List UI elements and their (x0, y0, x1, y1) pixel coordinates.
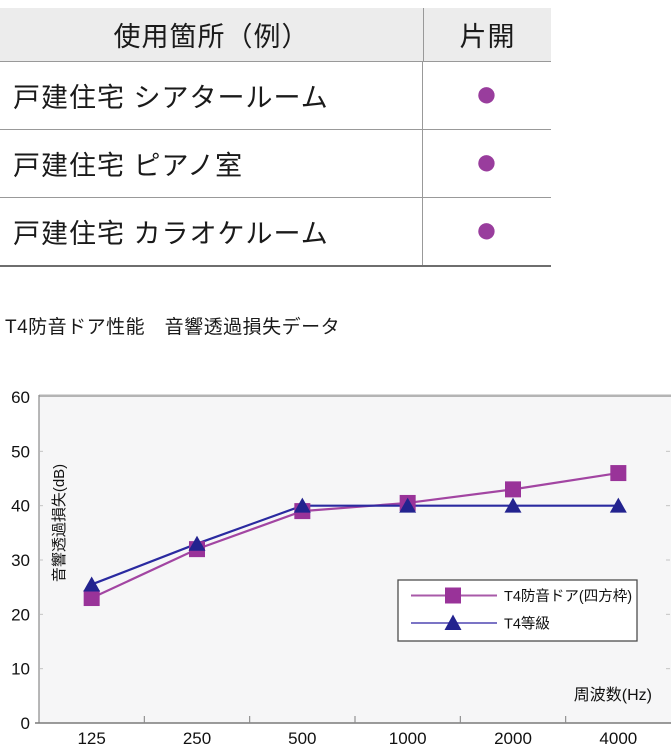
legend-box (397, 579, 638, 642)
single-swing-cell: ● (423, 198, 550, 265)
usage-cell: 戸建住宅 シアタールーム (0, 62, 423, 129)
y-axis-tick-label: 30 (11, 551, 30, 570)
y-axis-tick-label: 0 (21, 714, 30, 733)
y-axis-tick-label: 50 (11, 442, 30, 461)
x-axis-tick-label: 4000 (599, 729, 637, 748)
usage-header-label: 使用箇所（例） (113, 22, 310, 52)
x-axis-tick-label: 500 (288, 729, 316, 748)
header-cell-single-swing: 片開 (424, 8, 551, 61)
x-axis-tick-label: 1000 (389, 729, 427, 748)
y-axis-tick-label: 40 (11, 497, 30, 516)
single-swing-header-label: 片開 (459, 22, 516, 52)
legend-label-0: T4防音ドア(四方枠) (504, 588, 632, 605)
usage-cell: 戸建住宅 カラオケルーム (0, 198, 423, 265)
legend-label-1: T4等級 (504, 615, 550, 633)
series-1-line (91, 504, 619, 586)
table-row: 戸建住宅 シアタールーム ● (0, 62, 551, 130)
single-swing-cell: ● (423, 62, 550, 129)
table-row: 戸建住宅 ピアノ室 ● (0, 130, 551, 198)
series-1-marker (609, 497, 627, 513)
usage-label: 戸建住宅 ピアノ室 (13, 151, 244, 181)
usage-table-header: 使用箇所（例） 片開 (0, 8, 551, 62)
y-axis-tick-label: 20 (11, 605, 30, 624)
series-1-marker (188, 535, 206, 551)
approval-dot: ● (475, 72, 498, 115)
series-0-marker (83, 590, 100, 607)
usage-label: 戸建住宅 シアタールーム (13, 83, 329, 113)
y-axis-title: 音響透過損失(dB) (50, 464, 68, 582)
single-swing-cell: ● (423, 130, 550, 197)
usage-cell: 戸建住宅 ピアノ室 (0, 130, 423, 197)
chart-section-title: T4防音ドア性能 音響透過損失データ (5, 317, 341, 338)
usage-table: 使用箇所（例） 片開 戸建住宅 シアタールーム ● 戸建住宅 ピアノ室 ● (0, 8, 551, 267)
table-row: 戸建住宅 カラオケルーム ● (0, 198, 551, 267)
approval-dot: ● (475, 140, 498, 183)
usage-label: 戸建住宅 カラオケルーム (13, 219, 329, 249)
series-0-marker (610, 465, 627, 482)
header-cell-usage: 使用箇所（例） (0, 8, 424, 61)
x-axis-tick-label: 2000 (494, 729, 532, 748)
plot-top-border (39, 394, 671, 397)
legend-marker-1 (444, 614, 462, 630)
y-axis-tick-label: 10 (11, 660, 30, 679)
series-0-line (91, 471, 619, 600)
series-1-marker (504, 497, 522, 513)
series-0-marker (505, 481, 521, 498)
plot-area (39, 397, 671, 723)
approval-dot: ● (475, 208, 498, 251)
series-1-marker (83, 576, 101, 592)
x-axis-title: 周波数(Hz) (574, 686, 652, 704)
legend-marker-0 (445, 587, 461, 604)
series-1-marker (399, 497, 417, 513)
chart-svg: 0 10 20 30 40 50 60 125 250 500 1000 2000 4000 周波数(Hz… (11, 388, 671, 748)
x-axis-tick-label: 250 (183, 729, 211, 748)
transmission-loss-chart: 0 10 20 30 40 50 60 125 250 500 1000 2000 4000 周波数(Hz… (0, 380, 671, 752)
y-axis-tick-label: 60 (11, 388, 30, 407)
series-1-marker (293, 497, 311, 513)
x-axis-tick-label: 125 (77, 729, 105, 748)
